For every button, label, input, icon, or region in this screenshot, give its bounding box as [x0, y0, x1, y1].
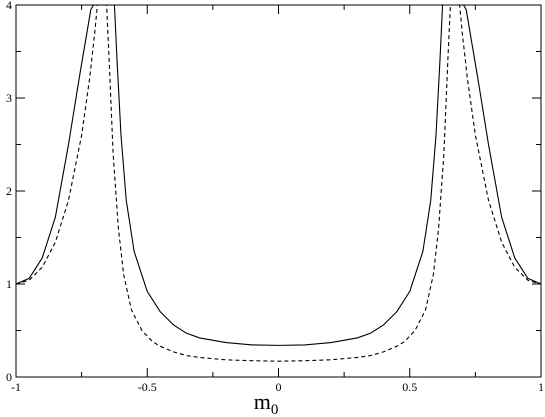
plot-area: [16, 5, 541, 377]
series-line-solid: [16, 5, 541, 346]
x-tick-label: 0.5: [402, 380, 417, 394]
x-tick-label: -0.5: [138, 380, 157, 394]
x-axis-title-main: m: [254, 389, 271, 414]
series-line-dashed: [16, 5, 541, 362]
x-axis-title: m0: [254, 389, 279, 417]
y-tick-label: 0: [6, 370, 12, 384]
x-tick-label: 1: [538, 380, 544, 394]
x-axis-title-subscript: 0: [271, 402, 279, 417]
tick-layer: -1 -0.5 0 0.5 1 0 1 2 3 4: [6, 0, 544, 394]
y-tick-label: 1: [6, 277, 12, 291]
x-tick-label: -1: [11, 380, 21, 394]
y-tick-label: 4: [6, 0, 12, 12]
series-layer: [16, 5, 541, 362]
y-tick-label: 2: [6, 184, 12, 198]
x-tick-label: 0: [276, 380, 282, 394]
y-tick-label: 3: [6, 91, 12, 105]
